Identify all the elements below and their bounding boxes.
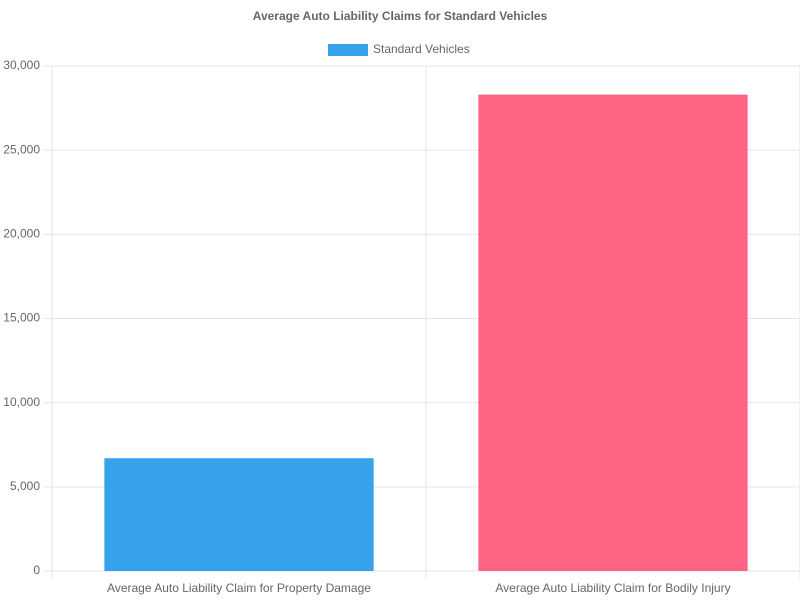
y-tick-label: 5,000	[10, 479, 40, 493]
y-tick-label: 30,000	[3, 58, 40, 72]
y-tick-label: 25,000	[3, 142, 40, 156]
x-tick-label: Average Auto Liability Claim for Propert…	[107, 581, 371, 595]
y-tick-label: 20,000	[3, 227, 40, 241]
legend-label: Standard Vehicles	[373, 42, 470, 56]
bar	[104, 458, 374, 571]
legend-swatch	[328, 44, 368, 56]
bar	[478, 94, 748, 571]
y-tick-label: 0	[33, 563, 40, 577]
chart-title: Average Auto Liability Claims for Standa…	[253, 9, 548, 23]
x-tick-label: Average Auto Liability Claim for Bodily …	[495, 581, 730, 595]
y-tick-label: 10,000	[3, 395, 40, 409]
y-tick-label: 15,000	[3, 311, 40, 325]
